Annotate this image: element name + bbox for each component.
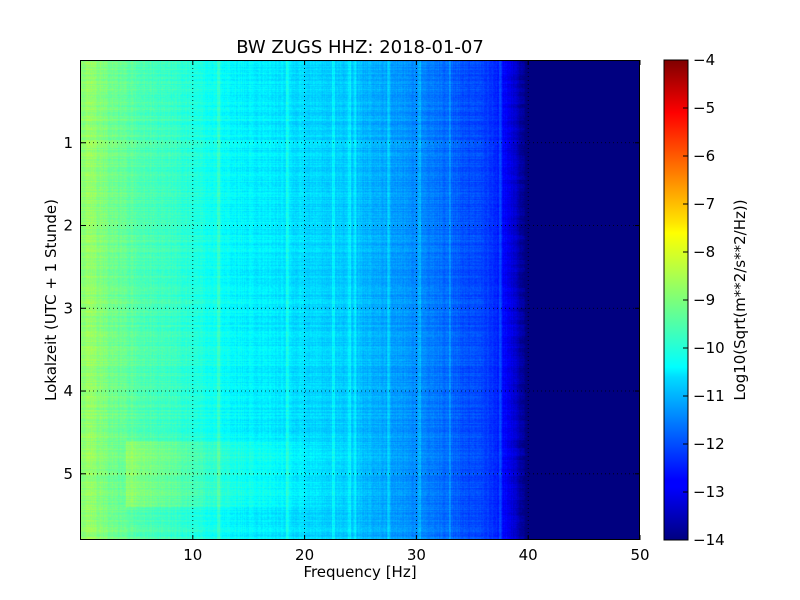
chart-title: BW ZUGS HHZ: 2018-01-07	[236, 37, 484, 58]
grid-lines	[81, 60, 640, 540]
colorbar-tick-label: −6	[693, 147, 715, 165]
y-tick-label: 2	[63, 217, 73, 235]
colorbar-tick-label: −13	[693, 483, 725, 501]
y-tick-label: 5	[63, 465, 73, 483]
y-axis-label: Lokalzeit (UTC + 1 Stunde)	[42, 199, 60, 401]
colorbar-tick-label: −7	[693, 195, 715, 213]
colorbar-tick-label: −9	[693, 291, 715, 309]
y-tick-label: 1	[63, 134, 73, 152]
x-tick-label: 40	[519, 546, 538, 564]
plot-frame	[80, 60, 640, 540]
colorbar-tick-label: −10	[693, 339, 725, 357]
y-tick-label: 3	[63, 299, 73, 317]
colorbar: −4 −5 −6 −7 −8 −9 −10 −11 −12 −13 −14 Log10(Sqrt(m…	[663, 51, 749, 549]
colorbar-tick-label: −14	[693, 531, 725, 549]
x-tick-label: 50	[630, 546, 649, 564]
x-tick-label: 10	[183, 546, 202, 564]
x-axis-label: Frequency [Hz]	[303, 563, 416, 581]
colorbar-tick-label: −12	[693, 435, 725, 453]
y-tick-label: 4	[63, 382, 73, 400]
y-axis-ticks: 1 2 3 4 5	[63, 134, 640, 483]
colorbar-tick-label: −8	[693, 243, 715, 261]
x-tick-label: 20	[295, 546, 314, 564]
colorbar-tick-label: −4	[693, 51, 715, 69]
x-axis-ticks: 10 20 30 40 50	[183, 60, 650, 564]
colorbar-label: Log10(Sqrt(m**2/s**2/Hz))	[731, 199, 749, 400]
colorbar-tick-label: −5	[693, 99, 715, 117]
colorbar-tick-label: −11	[693, 387, 725, 405]
x-tick-label: 30	[407, 546, 426, 564]
colorbar-ticks: −4 −5 −6 −7 −8 −9 −10 −11 −12 −13 −14	[683, 51, 725, 549]
spectrogram-heatmap	[81, 60, 640, 540]
plot-area: 10 20 30 40 50 1 2 3 4 5	[63, 60, 650, 564]
